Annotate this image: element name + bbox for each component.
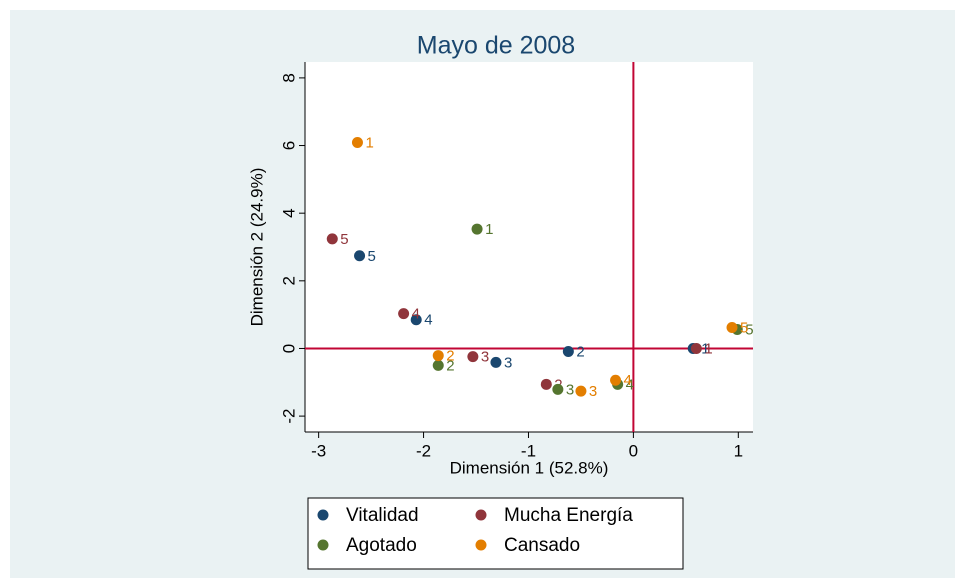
- point-label: 2: [446, 348, 454, 365]
- point: [562, 346, 574, 358]
- point-label: 3: [504, 354, 512, 371]
- legend-marker: [475, 509, 487, 521]
- point: [354, 250, 366, 262]
- x-tick-label: 0: [629, 441, 638, 460]
- x-axis-title: Dimensión 1 (52.8%): [450, 458, 609, 477]
- point: [398, 308, 410, 320]
- point-label: 5: [745, 321, 753, 338]
- x-tick-label: 1: [734, 441, 743, 460]
- y-tick-label: 0: [279, 344, 298, 353]
- y-tick-label: 6: [279, 141, 298, 150]
- point-label: 4: [412, 306, 420, 323]
- point-label: 2: [446, 357, 454, 374]
- point-label: 4: [624, 372, 632, 389]
- point: [351, 136, 363, 148]
- point: [552, 383, 564, 395]
- point-label: 4: [424, 312, 432, 329]
- point-label: 1: [485, 221, 493, 238]
- legend: [307, 497, 684, 570]
- point-label: 2: [576, 343, 584, 360]
- x-tick-label: -3: [311, 441, 326, 460]
- point: [432, 350, 444, 362]
- point-label: 5: [340, 231, 348, 248]
- chart-title: Mayo de 2008: [417, 32, 575, 60]
- point-label: 1: [704, 340, 712, 357]
- y-tick-label: -2: [279, 409, 298, 424]
- legend-marker: [475, 539, 487, 551]
- legend-marker: [317, 509, 329, 521]
- point: [432, 359, 444, 371]
- y-tick-label: 4: [279, 208, 298, 217]
- legend-marker: [317, 539, 329, 551]
- point-label: 5: [740, 319, 748, 336]
- point: [575, 385, 587, 397]
- point-label: 1: [701, 340, 709, 357]
- point: [540, 378, 552, 390]
- point-label: 3: [566, 381, 574, 398]
- point: [471, 223, 483, 235]
- plot-area: [305, 62, 753, 432]
- point-label: 3: [589, 383, 597, 400]
- legend-label: Vitalidad: [346, 505, 419, 526]
- point: [490, 356, 502, 368]
- x-tick-label: -1: [521, 441, 536, 460]
- y-tick-label: 2: [279, 276, 298, 285]
- point: [726, 321, 738, 333]
- point-label: 4: [626, 376, 634, 393]
- point: [410, 314, 422, 326]
- legend-label: Cansado: [504, 535, 580, 556]
- y-tick-label: 8: [279, 73, 298, 82]
- point-label: 3: [481, 349, 489, 366]
- point: [326, 233, 338, 245]
- point-label: 1: [365, 134, 373, 151]
- legend-label: Mucha Energía: [504, 505, 633, 526]
- point: [610, 374, 622, 386]
- legend-label: Agotado: [346, 535, 417, 556]
- point: [467, 351, 479, 363]
- point-label: 5: [368, 248, 376, 265]
- y-axis-title: Dimensión 2 (24.9%): [247, 168, 266, 327]
- x-tick-label: -2: [416, 441, 431, 460]
- point: [690, 342, 702, 354]
